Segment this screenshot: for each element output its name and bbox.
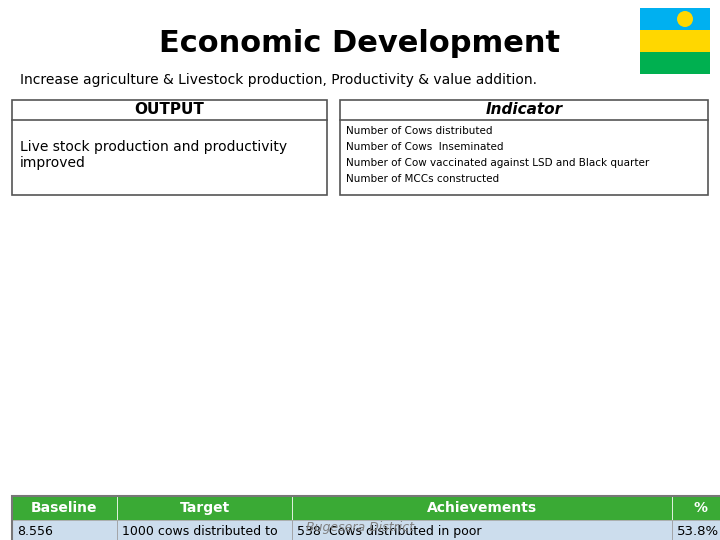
Text: Increase agriculture & Livestock production, Productivity & value addition.: Increase agriculture & Livestock product… bbox=[20, 73, 537, 87]
Circle shape bbox=[677, 11, 693, 27]
Text: OUTPUT: OUTPUT bbox=[135, 103, 204, 118]
Text: Bugesera District: Bugesera District bbox=[306, 522, 414, 535]
Text: Number of Cows distributed: Number of Cows distributed bbox=[346, 126, 492, 136]
Bar bbox=[117, 496, 292, 520]
Text: Number of Cow vaccinated against LSD and Black quarter: Number of Cow vaccinated against LSD and… bbox=[346, 158, 649, 168]
Bar bbox=[117, 520, 292, 540]
Text: 1000 cows distributed to
poor families: 1000 cows distributed to poor families bbox=[122, 525, 278, 540]
Text: 538  Cows distributed in poor
families: 538 Cows distributed in poor families bbox=[297, 525, 482, 540]
Text: Economic Development: Economic Development bbox=[159, 29, 561, 57]
Text: Number of Cows  Inseminated: Number of Cows Inseminated bbox=[346, 142, 503, 152]
Text: Live stock production and productivity
improved: Live stock production and productivity i… bbox=[20, 140, 287, 170]
Text: 53.8%: 53.8% bbox=[677, 525, 719, 538]
Text: Indicator: Indicator bbox=[485, 103, 562, 118]
Bar bbox=[12, 100, 327, 195]
Bar bbox=[672, 496, 720, 520]
Bar bbox=[292, 496, 672, 520]
Bar bbox=[12, 496, 117, 520]
Text: %: % bbox=[694, 501, 708, 515]
Text: Achievements: Achievements bbox=[427, 501, 537, 515]
Bar bbox=[640, 52, 710, 74]
Text: 8.556: 8.556 bbox=[17, 525, 53, 538]
Bar bbox=[12, 496, 720, 540]
Text: Target: Target bbox=[179, 501, 230, 515]
Text: Number of MCCs constructed: Number of MCCs constructed bbox=[346, 174, 499, 184]
Bar bbox=[640, 30, 710, 52]
Bar bbox=[292, 520, 672, 540]
Bar bbox=[672, 520, 720, 540]
Bar bbox=[340, 100, 708, 195]
Bar bbox=[640, 8, 710, 30]
Bar bbox=[12, 520, 117, 540]
Text: Baseline: Baseline bbox=[31, 501, 98, 515]
